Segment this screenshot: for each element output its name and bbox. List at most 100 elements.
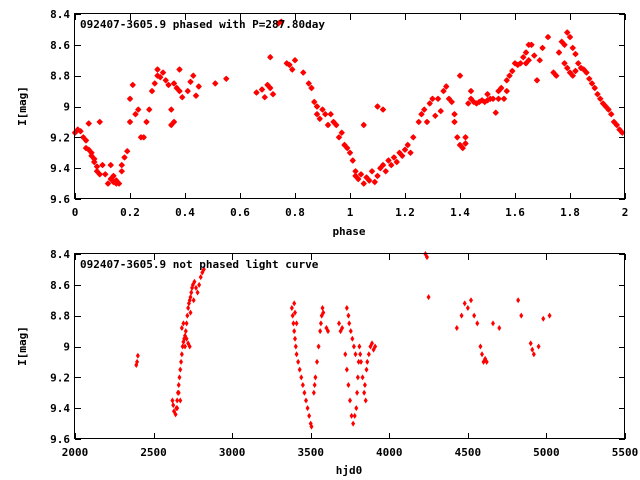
- unphased-data-point: [536, 343, 541, 350]
- phased-data-point: [399, 152, 406, 159]
- unphased-data-point: [175, 405, 180, 412]
- phased-data-point: [184, 87, 191, 95]
- phased-data-point: [520, 54, 527, 61]
- unphased-data-point: [362, 382, 367, 389]
- phased-data-point: [187, 78, 194, 85]
- phased-data-point: [99, 161, 106, 169]
- phased-data-point: [492, 109, 499, 116]
- unphased-data-point: [425, 254, 429, 261]
- unphased-x-tick-label: 4000: [376, 446, 403, 459]
- phased-data-point: [388, 161, 395, 169]
- phased-data-point: [371, 178, 378, 186]
- phased-data-point: [82, 137, 90, 144]
- phased-data-point: [278, 18, 285, 25]
- phased-data-point: [575, 60, 582, 67]
- phased-data-point: [415, 118, 422, 126]
- phased-data-point: [465, 100, 472, 107]
- unphased-data-point: [318, 320, 323, 327]
- unphased-data-point: [497, 325, 502, 331]
- phased-data-point: [561, 60, 568, 67]
- phased-data-point: [374, 172, 381, 180]
- unphased-data-point: [291, 320, 296, 327]
- phased-y-tick-label: 8.6: [50, 39, 70, 52]
- phased-data-point: [360, 121, 367, 129]
- unphased-x-tick-label: 5000: [533, 446, 560, 459]
- phased-data-point: [462, 140, 469, 147]
- unphased-data-point: [307, 412, 312, 419]
- unphased-data-point: [357, 343, 362, 350]
- phased-y-tick-label: 9: [63, 101, 70, 114]
- unphased-data-point: [293, 343, 298, 350]
- unphased-data-point: [360, 374, 365, 381]
- phased-x-axis-label: phase: [332, 225, 365, 238]
- phased-data-point: [569, 72, 576, 79]
- phased-y-tick-label: 9.4: [50, 162, 70, 175]
- unphased-x-tick-label: 5500: [612, 446, 639, 459]
- phased-data-point: [146, 106, 153, 113]
- phased-plot-frame: [74, 13, 625, 199]
- phased-data-point: [506, 72, 513, 79]
- unphased-data-point: [315, 358, 319, 365]
- unphased-y-tick-label: 9.4: [50, 402, 70, 415]
- unphased-data-point: [519, 312, 524, 319]
- unphased-data-point: [364, 366, 369, 373]
- unphased-data-point: [179, 351, 184, 358]
- phased-data-point: [286, 61, 293, 69]
- unphased-data-point: [355, 374, 360, 381]
- unphased-data-point: [348, 397, 352, 404]
- phased-data-point: [569, 44, 576, 52]
- unphased-data-point: [289, 304, 294, 311]
- phased-data-point: [165, 81, 172, 89]
- phased-data-point: [544, 33, 552, 41]
- unphased-data-point: [170, 397, 175, 404]
- unphased-data-points: [134, 251, 552, 430]
- unphased-y-tick-label: 8.4: [50, 248, 70, 261]
- phased-data-point: [104, 180, 112, 187]
- phased-data-point: [484, 91, 491, 98]
- unphased-y-tick-label: 9.6: [50, 433, 70, 446]
- phased-data-point: [440, 87, 447, 95]
- phased-data-point: [352, 168, 359, 175]
- unphased-data-point: [343, 351, 348, 358]
- phased-data-point: [113, 180, 120, 187]
- phased-chart-title: 092407-3605.9 phased with P=287.80day: [80, 18, 325, 31]
- unphased-data-point: [351, 420, 356, 427]
- phased-data-point: [170, 118, 178, 126]
- unphased-data-point: [300, 382, 305, 389]
- phased-data-point: [572, 50, 579, 58]
- unphased-data-point: [175, 397, 180, 404]
- unphased-data-point: [179, 358, 184, 365]
- phased-data-point: [421, 106, 428, 113]
- unphased-x-tick-label: 3000: [219, 446, 246, 459]
- unphased-data-point: [465, 304, 470, 311]
- unphased-y-axis-label: I[mag]: [16, 326, 29, 366]
- unphased-data-point: [459, 312, 464, 319]
- phased-data-point: [93, 163, 101, 170]
- phased-data-point: [129, 81, 136, 89]
- unphased-data-point: [351, 343, 356, 350]
- unphased-data-point: [352, 412, 357, 419]
- unphased-data-point: [348, 328, 353, 335]
- phased-data-point: [495, 95, 502, 102]
- phased-data-point: [308, 84, 315, 92]
- phased-data-point: [522, 49, 530, 56]
- unphased-data-point: [299, 374, 304, 381]
- phased-data-point: [443, 83, 450, 90]
- phased-data-point: [426, 100, 433, 107]
- unphased-data-point: [135, 358, 140, 365]
- unphased-data-point: [358, 351, 363, 358]
- unphased-data-point: [318, 328, 323, 335]
- phased-data-point: [159, 69, 167, 76]
- phased-data-point: [96, 118, 103, 126]
- unphased-data-point: [313, 374, 318, 381]
- phased-data-point: [338, 129, 345, 136]
- unphased-data-point: [177, 374, 182, 381]
- phased-data-point: [368, 168, 376, 175]
- phased-data-point: [346, 149, 354, 156]
- unphased-data-point: [547, 312, 552, 319]
- unphased-data-point: [478, 343, 483, 350]
- unphased-data-point: [135, 352, 140, 359]
- unphased-data-point: [373, 343, 378, 350]
- phased-data-point: [553, 72, 560, 79]
